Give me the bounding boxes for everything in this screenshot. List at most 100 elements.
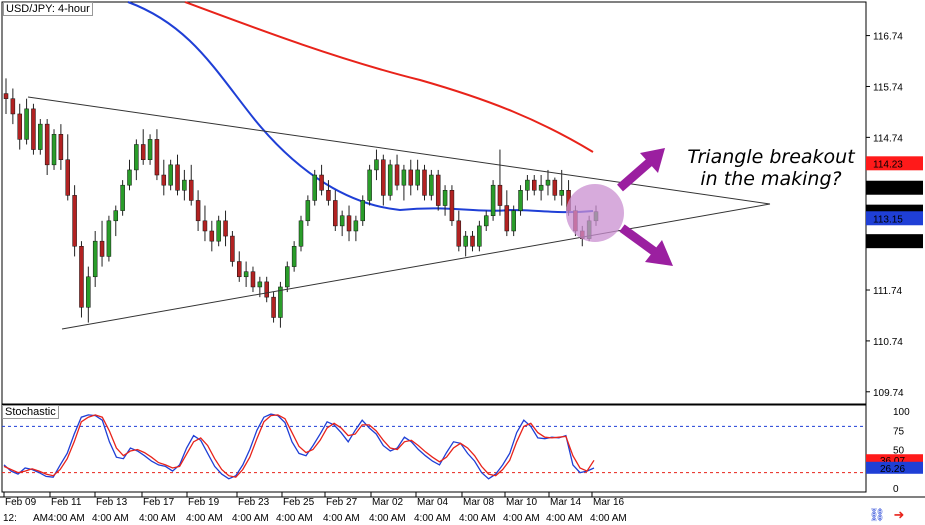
- candle-body: [470, 235, 475, 247]
- candle-body: [106, 220, 112, 257]
- candle-body: [387, 164, 393, 196]
- candle-body: [504, 205, 510, 232]
- price-axis-label: 116.74: [873, 32, 903, 43]
- stochastic-d-line: [3, 414, 595, 478]
- time-axis-label: 12:: [3, 513, 17, 524]
- time-axis-label: 4:00 AM: [48, 513, 85, 524]
- candle-body: [415, 169, 420, 186]
- main-pane-frame: [1, 1, 867, 405]
- candle-body: [532, 179, 537, 191]
- time-axis-label: 4:00 AM: [590, 513, 627, 524]
- breakout-highlight-circle: [566, 184, 624, 242]
- candle-body: [291, 246, 297, 267]
- candle-body: [216, 220, 221, 242]
- candle-body: [264, 281, 269, 298]
- time-axis-label: 4:00 AM: [414, 513, 451, 524]
- symbol-label: USD/JPY: 4-hour: [3, 2, 93, 16]
- candle-body: [72, 195, 77, 247]
- date-axis-label: Feb 11: [51, 497, 82, 508]
- candle-body: [319, 174, 324, 191]
- candle-body: [497, 184, 503, 206]
- candle-body: [113, 210, 119, 222]
- date-axis-label: Mar 16: [593, 497, 625, 508]
- time-axis-label: 4:00 AM: [323, 513, 360, 524]
- date-axis-label: Mar 04: [417, 497, 449, 508]
- candle-body: [333, 200, 338, 227]
- candle-body: [360, 200, 365, 222]
- slow-moving-average-line: [184, 1, 594, 153]
- date-axis-label: Feb 19: [188, 497, 220, 508]
- date-axis-label: Feb 13: [96, 497, 128, 508]
- price-badge: [866, 211, 923, 226]
- candle-body: [209, 230, 215, 242]
- link-icon[interactable]: ⛓: [868, 507, 886, 522]
- candle-body: [17, 113, 22, 140]
- candle-body: [408, 169, 414, 186]
- candle-body: [305, 200, 311, 222]
- candle-body: [456, 220, 462, 247]
- candle-body: [312, 174, 317, 201]
- candle-body: [394, 164, 400, 186]
- candle-body: [545, 179, 551, 186]
- price-axis-label: 110.74: [873, 337, 903, 348]
- triangle-upper-trendline: [27, 96, 771, 205]
- date-axis-label: Mar 10: [506, 497, 538, 508]
- price-badge-label: 114.23: [873, 159, 903, 170]
- fast-moving-average-line: [127, 1, 594, 214]
- candle-body: [182, 179, 187, 191]
- candle-body: [525, 179, 530, 191]
- candle-body: [346, 215, 352, 232]
- candle-body: [51, 134, 57, 166]
- candle-body: [188, 179, 194, 201]
- candle-body: [99, 240, 105, 257]
- time-axis-label: 4:00 AM: [186, 513, 223, 524]
- candle-body: [24, 108, 29, 140]
- candle-body: [374, 159, 379, 171]
- candle-body: [339, 215, 345, 227]
- candle-body: [223, 220, 228, 237]
- candle-body: [326, 190, 331, 201]
- candle-body: [552, 179, 558, 196]
- candle-body: [278, 286, 283, 318]
- candle-body: [271, 296, 276, 318]
- candle-body: [86, 276, 91, 308]
- candle-body: [490, 184, 496, 216]
- candle-body: [140, 144, 146, 160]
- candle-body: [161, 174, 167, 186]
- candle-body: [401, 169, 407, 186]
- candle-body: [195, 200, 201, 222]
- date-axis-label: Mar 02: [372, 497, 404, 508]
- candle-body: [154, 139, 160, 176]
- date-axis-label: Feb 25: [283, 497, 315, 508]
- candle-body: [442, 190, 448, 206]
- breakout-down-arrow-shaft: [619, 224, 658, 256]
- candle-body: [298, 220, 304, 247]
- breakout-up-arrow-shaft: [617, 156, 655, 192]
- share-arrow-icon[interactable]: ➜: [893, 507, 905, 522]
- annotation-text: Triangle breakout in the making?: [682, 146, 860, 190]
- time-axis-label: 4:00 AM: [232, 513, 269, 524]
- price-axis-label: 115.74: [873, 82, 903, 93]
- candle-body: [3, 93, 9, 99]
- triangle-lower-trendline: [61, 203, 771, 330]
- candle-body: [175, 164, 180, 191]
- stochastic-axis-label: 100: [893, 407, 910, 418]
- price-badge-label: 113.15: [873, 214, 903, 225]
- candle-body: [243, 271, 249, 278]
- candle-body: [353, 220, 359, 232]
- candle-body: [230, 235, 235, 262]
- candle-body: [511, 210, 516, 232]
- annotation-line-1: Triangle breakout: [687, 146, 855, 168]
- date-axis-label: Mar 14: [550, 497, 582, 508]
- annotation-line-2: in the making?: [700, 168, 842, 190]
- breakout-up-arrow-head: [640, 148, 665, 173]
- stochastic-badge: [866, 461, 923, 474]
- candle-body: [134, 144, 139, 171]
- candle-body: [538, 184, 544, 191]
- date-axis-label: Feb 27: [326, 497, 358, 508]
- candle-body: [58, 134, 64, 160]
- price-badge-label: 113.75: [873, 184, 903, 195]
- candle-body: [44, 123, 50, 166]
